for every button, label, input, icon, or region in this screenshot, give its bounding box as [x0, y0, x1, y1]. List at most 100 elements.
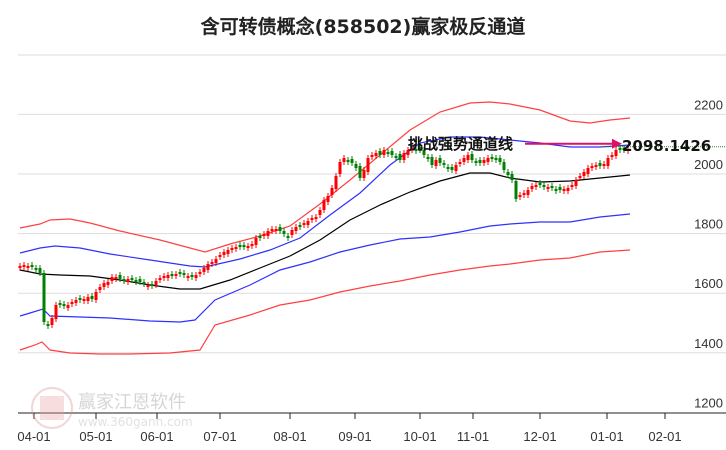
candle-body	[598, 163, 602, 166]
candle-body	[350, 159, 354, 163]
candle-body	[390, 151, 394, 155]
candle-body	[514, 181, 518, 199]
candle-body	[126, 279, 130, 282]
candle-body	[578, 176, 582, 178]
candle-body	[430, 157, 434, 165]
candle-body	[306, 221, 310, 225]
candle-body	[106, 282, 110, 285]
candle-body	[338, 162, 342, 174]
candle-body	[182, 273, 186, 275]
candle-body	[414, 149, 418, 151]
y-tick-label: 1200	[694, 395, 723, 410]
candle-body	[618, 148, 622, 150]
candle-body	[482, 160, 486, 163]
candle-body	[30, 265, 34, 267]
candle-body	[238, 245, 242, 247]
candle-body	[174, 274, 178, 276]
candle-body	[102, 283, 106, 287]
candle-body	[422, 150, 426, 155]
candle-body	[434, 160, 438, 166]
candle-body	[530, 186, 534, 189]
candle-body	[314, 217, 318, 219]
candle-body	[146, 285, 150, 287]
candle-body	[186, 276, 190, 278]
candle-body	[202, 268, 206, 272]
candle-body	[138, 279, 142, 282]
x-tick-label: 08-01	[273, 429, 306, 444]
candle-body	[34, 268, 38, 270]
candle-body	[606, 158, 610, 166]
candle-body	[94, 292, 98, 300]
candle-body	[46, 324, 50, 326]
candle-body	[70, 302, 74, 304]
inner_lower-line	[19, 213, 631, 323]
candle-body	[26, 266, 30, 268]
candle-body	[582, 172, 586, 176]
outer_upper-line	[19, 101, 631, 253]
candle-body	[90, 296, 94, 299]
candle-body	[534, 185, 538, 187]
candle-body	[110, 277, 114, 281]
candle-body	[206, 264, 210, 270]
outer_lower-line	[19, 249, 631, 355]
candle-body	[326, 196, 330, 202]
chart-title: 含可转债概念(858502)赢家极反通道	[200, 16, 526, 38]
middle-line	[19, 172, 631, 290]
candle-body	[50, 318, 54, 325]
candle-body	[590, 166, 594, 168]
candle-body	[378, 151, 382, 155]
candle-body	[502, 162, 506, 170]
x-tick-label: 06-01	[140, 429, 173, 444]
candle-body	[194, 275, 198, 278]
candle-body	[542, 185, 546, 187]
arrow-head-icon	[612, 138, 622, 149]
candle-body	[66, 305, 70, 308]
candle-body	[282, 231, 286, 234]
candle-body	[122, 279, 126, 281]
candle-body	[374, 153, 378, 156]
candle-body	[570, 185, 574, 187]
candle-body	[210, 262, 214, 264]
y-tick-label: 2200	[694, 97, 723, 112]
x-tick-label: 11-01	[457, 429, 489, 444]
candle-body	[346, 160, 350, 162]
candle-body	[410, 148, 414, 150]
candle-body	[114, 277, 118, 279]
candle-body	[294, 227, 298, 231]
watermark-name: 赢家江恩软件	[78, 391, 186, 413]
candle-body	[554, 189, 558, 191]
candle-body	[498, 158, 502, 162]
candle-body	[62, 304, 66, 306]
candle-body	[302, 223, 306, 225]
candle-body	[226, 250, 230, 254]
y-tick-label: 1400	[694, 336, 723, 351]
candle-body	[362, 170, 366, 178]
candle-body	[458, 162, 462, 164]
candle-body	[546, 187, 550, 189]
candle-body	[354, 164, 358, 168]
candle-body	[274, 229, 278, 231]
annotation-label: 挑战强势通道线	[408, 135, 513, 153]
candle-body	[526, 190, 530, 195]
candle-body	[310, 218, 314, 220]
candle-body	[602, 164, 606, 166]
candle-body	[42, 273, 46, 322]
candle-body	[394, 156, 398, 158]
inner_upper-line	[19, 136, 631, 268]
candle-body	[466, 155, 470, 160]
candle-body	[134, 280, 138, 282]
candle-body	[322, 200, 326, 210]
candle-body	[494, 158, 498, 160]
candle-body	[18, 266, 22, 268]
annotation-value: 2098.1426	[622, 137, 711, 155]
x-tick-label: 02-01	[648, 429, 681, 444]
watermark-seal-icon	[31, 387, 73, 429]
candle-body	[330, 188, 334, 195]
candle-body	[550, 186, 554, 188]
candle-body	[366, 158, 370, 172]
candle-body	[150, 284, 154, 286]
candle-body	[162, 276, 166, 278]
candle-body	[334, 176, 338, 189]
candle-body	[290, 230, 294, 235]
